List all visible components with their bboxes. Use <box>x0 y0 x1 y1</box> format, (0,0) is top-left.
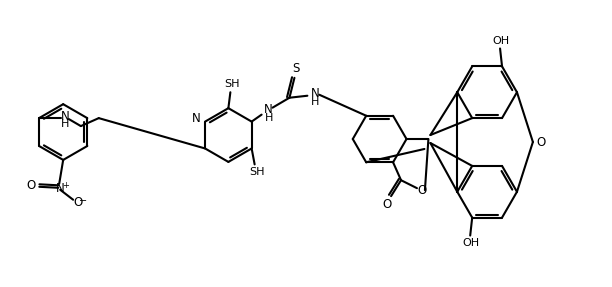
Text: H: H <box>311 97 319 107</box>
Text: −: − <box>79 196 87 206</box>
Text: H: H <box>61 119 69 129</box>
Text: O: O <box>73 196 83 209</box>
Text: O: O <box>417 184 427 197</box>
Text: SH: SH <box>249 167 264 177</box>
Text: N: N <box>56 182 65 195</box>
Text: N: N <box>192 112 201 125</box>
Text: SH: SH <box>225 79 240 89</box>
Text: OH: OH <box>493 36 510 46</box>
Text: O: O <box>382 197 392 211</box>
Text: H: H <box>264 113 273 123</box>
Text: S: S <box>293 62 300 75</box>
Text: +: + <box>62 181 69 190</box>
Text: OH: OH <box>463 238 480 249</box>
Text: N: N <box>311 87 319 100</box>
Text: N: N <box>264 103 273 116</box>
Text: O: O <box>27 179 36 192</box>
Text: N: N <box>61 110 69 123</box>
Text: O: O <box>536 135 545 148</box>
